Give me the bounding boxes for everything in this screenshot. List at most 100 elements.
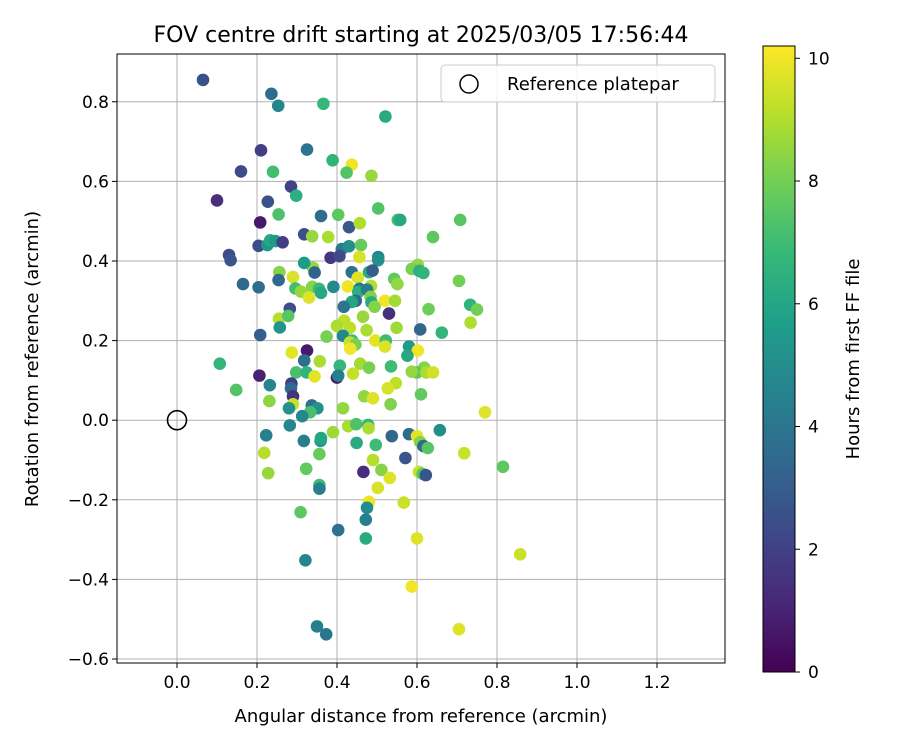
scatter-point	[342, 220, 356, 234]
scatter-point	[253, 216, 267, 229]
scatter-point	[464, 316, 477, 329]
scatter-point	[391, 277, 404, 291]
colorbar-tick-label: 4	[808, 418, 819, 438]
scatter-point	[362, 361, 376, 374]
scatter-point	[253, 369, 266, 382]
scatter-point	[331, 369, 345, 382]
scatter-point	[326, 153, 339, 167]
scatter-point	[308, 266, 321, 279]
scatter-point	[331, 523, 345, 537]
scatter-point	[282, 401, 296, 415]
legend: Reference platepar	[440, 64, 716, 103]
y-tick-label: 0.8	[82, 93, 109, 113]
scatter-point	[313, 447, 326, 461]
scatter-point	[266, 165, 280, 179]
scatter-point	[421, 441, 435, 455]
scatter-point	[271, 99, 285, 113]
scatter-point	[366, 392, 380, 405]
scatter-point	[234, 165, 248, 178]
reference-platepar-marker	[166, 409, 188, 431]
scatter-point	[272, 208, 285, 221]
grid	[117, 54, 725, 663]
scatter-point	[359, 513, 373, 527]
y-tick-label: 0.2	[82, 332, 109, 352]
scatter-point	[369, 438, 383, 452]
scatter-point	[453, 213, 467, 227]
scatter-point	[342, 239, 356, 253]
scatter-point	[317, 97, 330, 111]
scatter-point	[413, 323, 427, 336]
scatter-point	[375, 463, 388, 477]
x-tick-label: 0.8	[483, 673, 510, 693]
scatter-point	[299, 554, 312, 567]
scatter-point	[353, 250, 366, 264]
scatter-point	[340, 166, 353, 179]
y-tick-label: −0.6	[68, 650, 109, 670]
y-tick-label: 0.0	[82, 411, 109, 431]
scatter-point	[302, 291, 316, 304]
scatter-point	[310, 620, 324, 633]
scatter-point	[368, 300, 381, 314]
scatter-point	[272, 273, 285, 287]
y-tick-label: 0.4	[82, 252, 109, 272]
scatter-point	[313, 482, 326, 495]
scatter-point	[314, 209, 328, 223]
scatter-point	[320, 330, 333, 343]
scatter-point	[366, 453, 380, 467]
x-tick-label: 0.4	[323, 673, 350, 693]
reference-marker-layer	[166, 409, 188, 431]
legend-label: Reference platepar	[507, 74, 679, 95]
x-tick-label: 1.0	[563, 673, 590, 693]
scatter-point	[305, 230, 319, 243]
scatter-point	[284, 180, 298, 193]
x-tick-label: 0.0	[163, 673, 190, 693]
scatter-point	[229, 383, 243, 397]
chart-title: FOV centre drift starting at 2025/03/05 …	[154, 23, 689, 48]
scatter-point	[388, 294, 402, 308]
scatter-point	[371, 202, 385, 215]
scatter-point	[349, 417, 363, 431]
scatter-point	[257, 446, 271, 460]
scatter-point	[410, 532, 424, 545]
scatter-point	[496, 460, 510, 474]
scatter-point	[414, 388, 428, 401]
scatter-point	[385, 429, 399, 443]
scatter-point	[371, 253, 385, 267]
scatter-point	[351, 271, 365, 284]
scatter-point	[470, 303, 484, 316]
scatter-point	[354, 238, 368, 252]
scatter-point	[478, 405, 492, 419]
colorbar-gradient	[762, 45, 796, 673]
y-axis-label: Rotation from reference (arcmin)	[22, 211, 43, 507]
scatter-point	[263, 394, 276, 408]
scatter-point	[452, 622, 466, 636]
scatter-point	[254, 144, 268, 157]
scatter-point	[331, 208, 345, 222]
x-tick-label: 0.2	[243, 673, 270, 693]
scatter-point	[359, 532, 373, 545]
scatter-point	[297, 354, 311, 367]
scatter-point	[261, 195, 275, 208]
scatter-point	[384, 397, 397, 411]
scatter-point	[308, 370, 321, 383]
scatter-point	[333, 249, 346, 263]
scatter-point	[411, 344, 425, 357]
scatter-point	[261, 466, 275, 480]
plot-frame	[116, 53, 726, 664]
scatter-point	[397, 496, 411, 509]
colorbar-tick-label: 2	[808, 540, 819, 560]
scatter-point	[346, 367, 360, 380]
scatter-point	[276, 235, 289, 249]
scatter-point	[281, 309, 295, 323]
scatter-point	[405, 580, 419, 593]
scatter-point	[382, 307, 396, 320]
scatter-point	[297, 256, 311, 270]
scatter-point	[299, 462, 313, 476]
scatter-point	[426, 230, 440, 244]
scatter-point	[417, 266, 430, 280]
colorbar-tick-label: 8	[808, 172, 819, 192]
scatter-point	[337, 300, 351, 314]
x-axis-ticks: 0.0 0.2 0.4 0.6 0.8 1.0 1.2	[163, 663, 671, 693]
scatter-point	[265, 87, 278, 101]
